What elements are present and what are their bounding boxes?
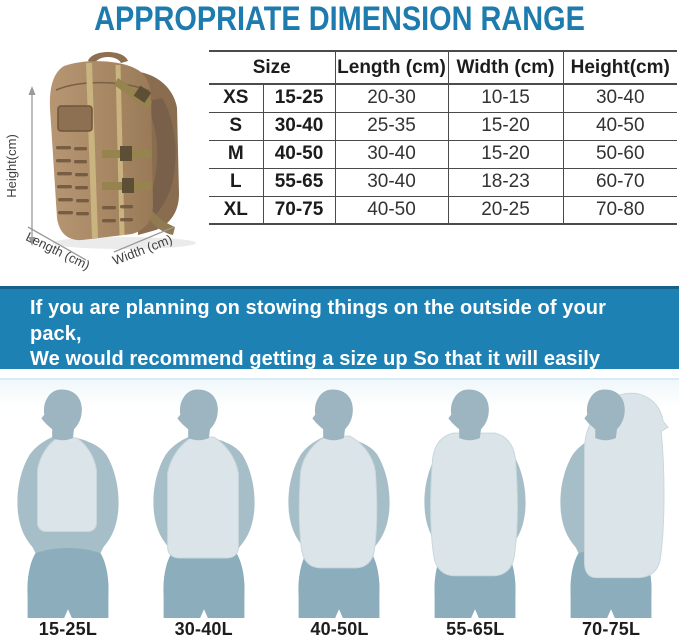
cell-length: 30-40: [334, 139, 448, 168]
person-silhouette: [288, 389, 391, 618]
person-silhouette: [424, 389, 526, 618]
cell-length: 30-40: [334, 167, 448, 196]
backpack-illustration: Height(cm) Length (cm) Width (cm): [2, 46, 204, 280]
cell-width: 20-25: [447, 195, 563, 224]
volume-figure-70-75l: [543, 380, 679, 618]
cell-size: M: [209, 139, 263, 168]
cell-width: 10-15: [447, 84, 563, 112]
backpack-molle-grid: [56, 146, 133, 223]
length-dimension-line: [27, 226, 87, 261]
volume-label: 40-50L: [310, 619, 369, 639]
height-arrow-top: [28, 86, 36, 95]
cell-volume-range: 55-65: [262, 167, 335, 196]
notice-line: If you are planning on stowing things on…: [30, 297, 606, 345]
cell-height: 70-80: [562, 195, 677, 224]
backpack-velcro-patch: [57, 105, 93, 132]
backpack-shape-icon: [430, 432, 519, 577]
backpack-shape-icon: [166, 436, 239, 559]
cell-length: 20-30: [334, 84, 448, 112]
notice-banner: If you are planning on stowing things on…: [0, 286, 679, 396]
volume-label: 30-40L: [174, 619, 233, 639]
table-row: L 55-65 30-40 18-23 60-70: [209, 167, 677, 196]
cell-size: L: [209, 167, 263, 196]
person-silhouette: [153, 389, 255, 618]
person-silhouette: [560, 389, 669, 618]
cell-width: 15-20: [447, 139, 563, 168]
volume-figure-30-40l: [136, 380, 272, 618]
cell-height: 50-60: [562, 139, 677, 168]
backpack-compression-straps: [102, 78, 152, 193]
table-row: XS 15-25 20-30 10-15 30-40: [209, 84, 677, 112]
volume-figure-55-65l: [407, 380, 543, 618]
cell-volume-range: 70-75: [262, 195, 335, 224]
table-row: S 30-40 25-35 15-20 40-50: [209, 111, 677, 140]
cell-volume-range: 40-50: [262, 139, 335, 168]
volume-label: 55-65L: [446, 619, 505, 639]
volume-figures-strip: [0, 378, 679, 618]
backpack-shoulder-strap: [142, 98, 176, 221]
cell-volume-range: 30-40: [262, 111, 335, 140]
notice-line: We would recommend getting a size up So …: [30, 348, 601, 370]
volume-figure-15-25l: [0, 380, 136, 618]
cell-size: XL: [209, 195, 263, 224]
height-dimension-label: Height(cm): [4, 134, 19, 198]
volume-label: 15-25L: [38, 619, 98, 639]
col-header-width: Width (cm): [447, 51, 563, 85]
backpack-shadow: [52, 237, 196, 249]
cell-height: 60-70: [562, 167, 677, 196]
col-header-size: Size: [209, 51, 335, 85]
backpack-handle: [88, 52, 128, 63]
cell-width: 15-20: [447, 111, 563, 140]
size-chart-table: Size Length (cm) Width (cm) Height(cm) X…: [209, 50, 677, 225]
page-title: APPROPRIATE DIMENSION RANGE: [94, 0, 585, 38]
table-header-row: Size Length (cm) Width (cm) Height(cm): [209, 51, 677, 85]
cell-size: S: [209, 111, 263, 140]
cell-width: 18-23: [447, 167, 563, 196]
cell-length: 25-35: [334, 111, 448, 140]
table-row: M 40-50 30-40 15-20 50-60: [209, 139, 677, 168]
table-row: XL 70-75 40-50 20-25 70-80: [209, 195, 677, 224]
volume-label: 70-75L: [581, 619, 641, 639]
height-arrow-bottom: [28, 237, 36, 246]
volume-labels-row: 15-25L 30-40L 40-50L 55-65L 70-75L: [0, 616, 679, 644]
width-dimension-line: [113, 226, 175, 253]
backpack-shape-icon: [36, 437, 97, 532]
volume-figure-40-50l: [272, 380, 408, 618]
cell-volume-range: 15-25: [262, 84, 335, 112]
cell-height: 40-50: [562, 111, 677, 140]
cell-height: 30-40: [562, 84, 677, 112]
backpack-zipper-left: [86, 62, 98, 239]
cell-size: XS: [223, 87, 249, 109]
col-header-height: Height(cm): [562, 51, 677, 85]
col-header-length: Length (cm): [334, 51, 448, 85]
person-silhouette: [17, 389, 119, 618]
backpack-image: Height(cm) Length (cm) Width (cm): [4, 52, 196, 273]
cell-length: 40-50: [334, 195, 448, 224]
backpack-shape-icon: [299, 435, 378, 569]
